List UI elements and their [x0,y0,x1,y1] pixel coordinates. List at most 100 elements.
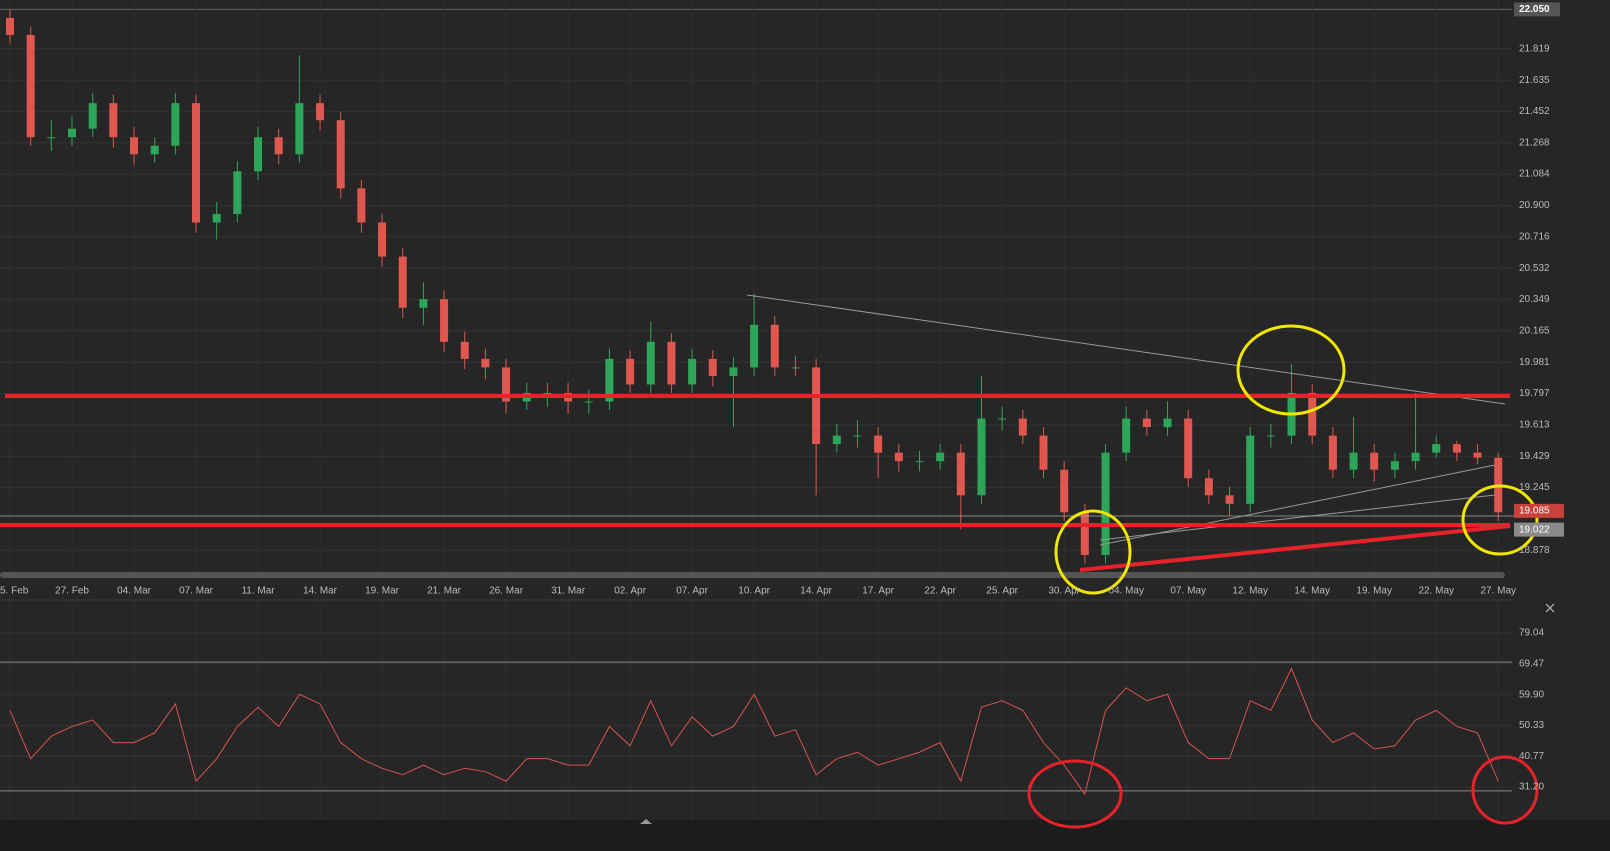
x-tick-label: 27. Feb [55,586,89,597]
y-tick-label: 20.165 [1519,325,1550,336]
close-icon[interactable] [1545,603,1555,613]
candle-body [192,103,201,223]
candle-body [1370,452,1379,470]
candle-body [688,358,697,385]
annotations [0,294,1539,829]
candle-body [109,103,118,138]
candle-body [874,435,883,453]
y-tick-label: 18.878 [1519,545,1550,556]
candle-body [1473,452,1482,458]
x-tick-label: 11. Mar [241,586,275,597]
candle-body [1432,444,1441,453]
candle-body [26,34,35,138]
y-tick-label: 50.33 [1519,720,1544,731]
candle-body [316,103,325,121]
candle-body [130,137,139,155]
x-tick-label: 27. May [1480,586,1516,597]
price-badge-label: 22.050 [1519,4,1550,15]
candle-body [1163,418,1172,428]
y-tick-label: 59.90 [1519,689,1544,700]
candle-body [502,367,511,402]
y-tick-label: 79.04 [1519,628,1544,639]
candle-body [171,103,180,146]
y-tick-label: 21.635 [1519,75,1550,86]
x-tick-label: 17. Apr [862,586,894,597]
x-tick-label: 26. Mar [489,586,524,597]
price-badge [1514,522,1564,537]
labels: 21.819 21.635 21.452 21.268 21.084 20.900 20.7… [0,2,1564,793]
y-tick-label: 19.245 [1519,482,1550,493]
candle-body [1411,452,1420,462]
y-tick-label: 20.900 [1519,200,1550,211]
candle-body [398,256,407,308]
candle-body [357,188,366,223]
candle-body [832,435,841,445]
x-tick-label: 04. Mar [117,586,152,597]
candle-body [936,452,945,462]
candle-body [1101,452,1110,555]
candle-body [1225,495,1234,504]
x-tick-label: 22. Apr [924,586,956,597]
x-tick-label: 14. Mar [303,586,338,597]
x-tick-label: 19. May [1356,586,1392,597]
x-tick-label: 25. Apr [986,586,1018,597]
candle-body [6,17,14,35]
x-tick-label: 5. Feb [0,586,29,597]
x-tick-label: 12. May [1232,586,1268,597]
candle-body [998,418,1007,420]
candle-body [1266,435,1275,437]
scrollbar[interactable] [0,572,1505,578]
candle-body [729,367,738,376]
y-tick-label: 19.429 [1519,451,1550,462]
x-tick-label: 31. Mar [551,586,586,597]
candle-body [1390,461,1399,470]
candle-body [812,367,821,445]
candle-body [440,299,449,342]
candle-body [1184,418,1193,479]
x-tick-label: 07. May [1170,586,1206,597]
y-tick-label: 20.349 [1519,294,1550,305]
x-tick-label: 04. May [1108,586,1144,597]
price-badge-label: 19.022 [1519,524,1550,535]
price-badge [1514,503,1564,518]
candle-body [750,324,759,368]
y-tick-label: 19.797 [1519,388,1550,399]
candle-body [1452,444,1461,453]
candle-body [68,128,77,138]
y-tick-label: 31.20 [1519,782,1544,793]
candle-body [853,435,862,437]
candle-body [791,367,800,369]
candle-body [1018,418,1027,436]
candle-body [1328,435,1337,470]
candle-body [336,120,345,189]
candle-body [1246,435,1255,504]
candle-body [47,137,56,139]
candle-body [1349,452,1358,470]
candle-body [626,358,635,385]
x-tick-label: 07. Mar [179,586,214,597]
candle-body [1142,418,1151,428]
candle-body [1060,469,1069,513]
candle-body [977,418,986,496]
y-tick-label: 69.47 [1519,658,1544,669]
candle-body [233,171,242,214]
candle-body [894,452,903,462]
candle-body [605,358,614,402]
x-tick-label: 14. May [1294,586,1330,597]
candle-body [419,299,428,308]
candle-body [1204,478,1213,496]
candle-body [915,461,924,463]
panel-handle[interactable] [640,819,652,824]
y-tick-label: 21.268 [1519,137,1550,148]
y-tick-label: 21.452 [1519,106,1550,117]
candle-body [1080,512,1089,555]
candle-body [1308,392,1317,436]
candle-body [584,401,593,403]
candle-body [770,324,779,368]
candle-body [956,452,965,496]
candle-body [1039,435,1048,470]
x-tick-label: 14. Apr [800,586,832,597]
y-tick-label: 21.084 [1519,169,1550,180]
